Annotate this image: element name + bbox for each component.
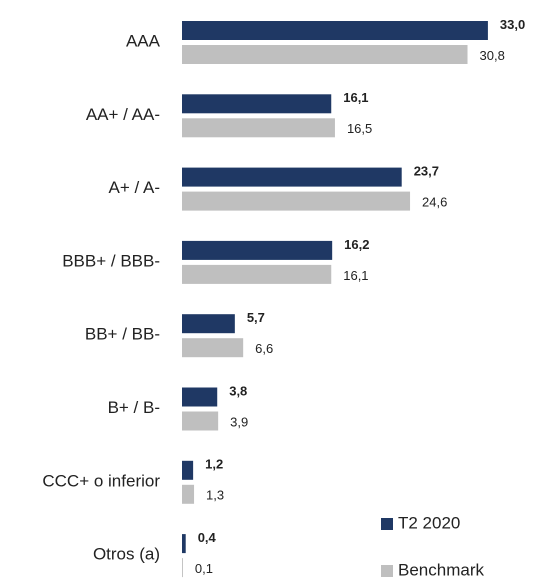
data-label: 1,3 <box>206 488 224 503</box>
data-label: 1,2 <box>205 457 223 472</box>
category-label: A+ / A- <box>109 178 161 197</box>
data-label: 24,6 <box>422 195 447 210</box>
category-label: AA+ / AA- <box>86 105 160 124</box>
legend-label: T2 2020 <box>398 513 460 532</box>
bar <box>182 534 186 554</box>
bar <box>182 191 411 211</box>
category-label: BBB+ / BBB- <box>62 251 160 270</box>
legend-swatch <box>381 518 393 530</box>
category-label: B+ / B- <box>108 398 160 417</box>
bar <box>182 264 332 284</box>
data-label: 5,7 <box>247 310 265 325</box>
data-label: 16,1 <box>343 90 368 105</box>
data-label: 16,1 <box>343 268 368 283</box>
bar <box>182 460 194 480</box>
bar <box>182 558 183 578</box>
data-label: 33,0 <box>500 17 525 32</box>
legend-swatch <box>381 565 393 577</box>
category-label: AAA <box>126 31 161 50</box>
data-label: 3,8 <box>229 383 247 398</box>
category-label: CCC+ o inferior <box>42 471 160 490</box>
data-label: 16,2 <box>344 237 369 252</box>
bar <box>182 167 402 187</box>
bar <box>182 411 219 431</box>
bar <box>182 338 244 358</box>
data-label: 0,4 <box>198 530 217 545</box>
bar <box>182 118 335 138</box>
bar <box>182 484 195 504</box>
bar <box>182 45 468 64</box>
category-label: BB+ / BB- <box>85 325 160 344</box>
data-label: 3,9 <box>230 414 248 429</box>
data-label: 16,5 <box>347 121 372 136</box>
category-label: Otros (a) <box>93 545 160 564</box>
bar <box>182 94 332 114</box>
bar <box>182 387 218 407</box>
bar <box>182 21 488 40</box>
legend-label: Benchmark <box>398 560 484 579</box>
bar <box>182 314 235 334</box>
data-label: 30,8 <box>480 48 505 63</box>
bar <box>182 240 333 260</box>
data-label: 23,7 <box>414 164 439 179</box>
data-label: 6,6 <box>255 341 273 356</box>
data-label: 0,1 <box>195 561 213 576</box>
